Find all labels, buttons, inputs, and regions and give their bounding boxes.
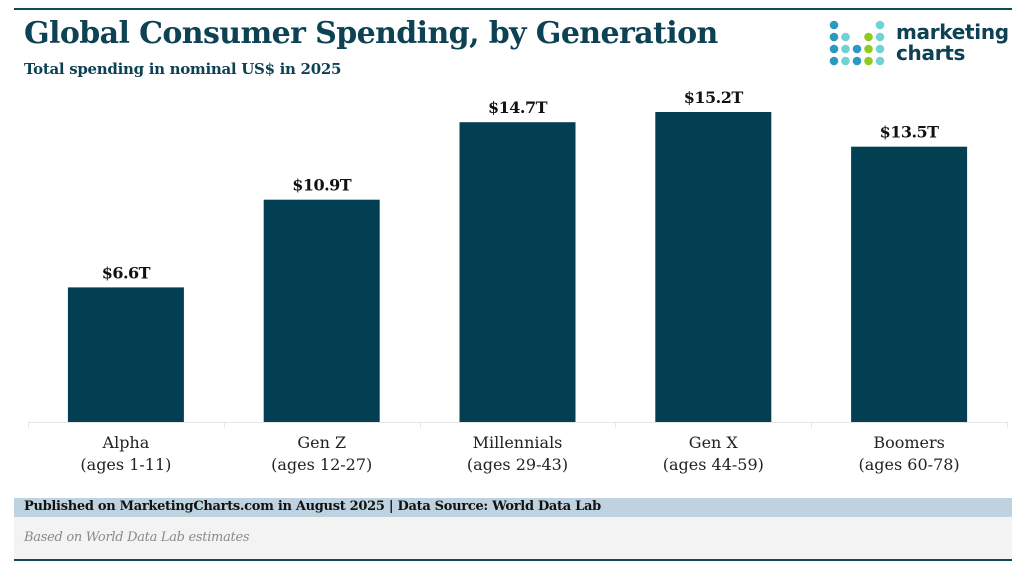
bars-layer <box>67 112 968 422</box>
axis-layer <box>28 422 1008 428</box>
footer-band <box>14 498 1012 517</box>
top-rule <box>14 8 1012 10</box>
category-sublabel: (ages 1-11) <box>80 455 171 474</box>
bar-alpha <box>67 287 184 422</box>
logo-line-2: charts <box>896 41 966 65</box>
bar-gen-z <box>263 199 380 422</box>
bar-chart: $6.6T Alpha (ages 1-11) $10.9T Gen Z (ages 12… <box>28 88 1008 474</box>
note-band <box>14 517 1012 559</box>
data-label: $14.7T <box>488 98 548 117</box>
chart-title: Global Consumer Spending, by Generation <box>24 16 718 51</box>
logo-dot <box>829 20 839 30</box>
bar-gen-x <box>655 112 772 422</box>
chart-subtitle: Total spending in nominal US$ in 2025 <box>24 60 342 78</box>
bar-boomers <box>851 146 968 422</box>
logo-dots-icon <box>829 20 885 66</box>
bar-millennials <box>459 122 576 422</box>
note-text: Based on World Data Lab estimates <box>24 530 250 545</box>
category-sublabel: (ages 29-43) <box>467 455 568 474</box>
logo-dot <box>852 56 862 66</box>
data-label: $6.6T <box>102 263 151 282</box>
category-label: Alpha <box>102 433 150 452</box>
logo-dot <box>864 44 873 54</box>
data-label: $15.2T <box>684 88 744 107</box>
data-label: $13.5T <box>880 123 940 142</box>
logo-dot <box>852 44 862 54</box>
category-sublabel: (ages 44-59) <box>663 455 764 474</box>
bottom-rule <box>14 559 1012 561</box>
category-label: Gen Z <box>297 433 346 452</box>
category-sublabel: (ages 12-27) <box>271 455 372 474</box>
logo-dot <box>875 44 885 54</box>
logo-dot <box>875 32 885 42</box>
logo-dot <box>841 56 850 66</box>
logo-line-1: marketing <box>896 20 1009 44</box>
category-label: Gen X <box>689 433 739 452</box>
logo-dot <box>829 56 839 66</box>
data-label: $10.9T <box>292 176 352 195</box>
logo-dot <box>875 56 885 66</box>
logo-dot <box>841 32 850 42</box>
category-label: Millennials <box>473 433 563 452</box>
category-sublabel: (ages 60-78) <box>859 455 960 474</box>
logo-dot <box>864 56 873 66</box>
logo-dot <box>829 32 839 42</box>
published-source-text: Published on MarketingCharts.com in Augu… <box>24 499 601 514</box>
logo-dot <box>829 44 839 54</box>
category-label: Boomers <box>873 433 945 452</box>
logo-dot <box>841 44 850 54</box>
logo-dot <box>875 20 885 30</box>
labels-layer: $6.6T Alpha (ages 1-11) $10.9T Gen Z (ages 12… <box>80 88 959 474</box>
logo-dot <box>864 32 873 42</box>
logo-wordmark: marketing charts <box>896 22 1009 64</box>
marketingcharts-logo[interactable]: marketing charts <box>829 20 1019 70</box>
